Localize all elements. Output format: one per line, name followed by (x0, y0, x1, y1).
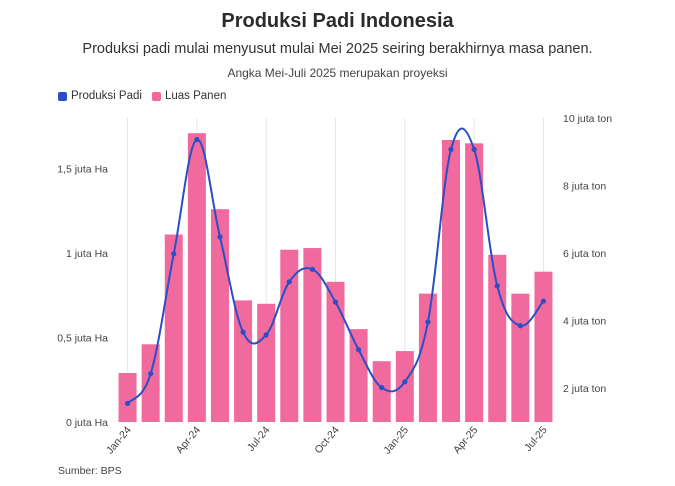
line-point-16 (494, 283, 500, 289)
chart-subtitle: Produksi padi mulai menyusut mulai Mei 2… (82, 41, 593, 57)
legend: Produksi Padi Luas Panen (58, 90, 236, 102)
y-axis-left: 0 juta Ha 0,5 juta Ha 1 juta Ha 1,5 juta Ha (57, 164, 108, 429)
bar-1 (141, 344, 160, 422)
chart-title: Produksi Padi Indonesia (221, 10, 454, 32)
line-point-9 (332, 299, 339, 305)
line-point-15 (471, 146, 477, 153)
line-point-3 (194, 137, 200, 143)
bar-0 (118, 373, 137, 422)
line-point-13 (425, 319, 431, 325)
y-right-tick-4: 10 juta ton (563, 113, 612, 125)
bar-16 (488, 254, 507, 422)
y-left-tick-1: 0,5 juta Ha (57, 333, 108, 345)
bar-7 (280, 249, 299, 422)
bar-8 (303, 248, 322, 422)
legend-swatch-luas (151, 91, 161, 101)
line-point-1 (148, 371, 154, 377)
x-tick-0: Jan-24 (104, 424, 134, 456)
bar-14 (442, 139, 461, 422)
line-point-14 (448, 146, 454, 153)
line-point-2 (171, 251, 177, 257)
legend-item-luas[interactable]: Luas Panen (151, 90, 227, 102)
y-axis-right: 2 juta ton 4 juta ton 6 juta ton 8 juta ton… (563, 113, 612, 395)
x-tick-3: Oct-24 (312, 424, 342, 456)
bar-18 (534, 271, 553, 422)
y-right-tick-3: 8 juta ton (563, 181, 606, 193)
bar-13 (418, 293, 437, 422)
line-point-8 (309, 266, 315, 272)
bar-3 (187, 133, 206, 422)
y-left-tick-2: 1 juta Ha (66, 248, 108, 260)
line-point-0 (124, 400, 131, 407)
x-axis: Jan-24 Apr-24 Jul-24 Oct-24 Jan-25 Apr-25 Jul-… (104, 424, 550, 456)
line-series-produksi-padi (124, 127, 547, 407)
bar-6 (257, 303, 276, 422)
x-tick-1: Apr-24 (174, 424, 204, 456)
bar-11 (372, 361, 391, 422)
bar-series-luas-panen (118, 133, 553, 423)
y-right-tick-2: 6 juta ton (563, 248, 606, 260)
line-point-18 (540, 298, 547, 304)
bar-4 (210, 209, 229, 422)
line-point-17 (517, 323, 523, 329)
source-note: Sumber: BPS (58, 465, 122, 477)
bar-10 (349, 329, 368, 422)
bar-2 (164, 234, 183, 422)
x-tick-2: Jul-24 (245, 424, 273, 454)
legend-label-produksi: Produksi Padi (71, 90, 142, 102)
legend-label-luas: Luas Panen (164, 90, 227, 102)
bar-15 (465, 143, 484, 423)
x-tick-6: Jul-25 (522, 424, 550, 454)
line-point-7 (286, 279, 292, 285)
line-point-10 (356, 347, 362, 353)
bar-9 (326, 281, 345, 422)
y-right-tick-0: 2 juta ton (563, 383, 606, 395)
chart-note: Angka Mei-Juli 2025 merupakan proyeksi (227, 66, 448, 80)
line-point-6 (263, 332, 269, 338)
y-left-tick-3: 1,5 juta Ha (57, 164, 108, 176)
legend-item-produksi[interactable]: Produksi Padi (58, 90, 142, 102)
bar-17 (511, 293, 530, 422)
legend-swatch-produksi (58, 91, 67, 101)
line-point-4 (217, 234, 223, 240)
bar-5 (234, 300, 253, 422)
line-point-11 (379, 384, 385, 391)
y-right-tick-1: 4 juta ton (563, 316, 606, 328)
y-left-tick-0: 0 juta Ha (66, 417, 108, 429)
bar-12 (395, 351, 414, 422)
line-point-5 (240, 329, 246, 335)
x-tick-5: Apr-25 (451, 424, 481, 456)
line-point-12 (402, 379, 408, 385)
x-tick-4: Jan-25 (381, 424, 411, 456)
